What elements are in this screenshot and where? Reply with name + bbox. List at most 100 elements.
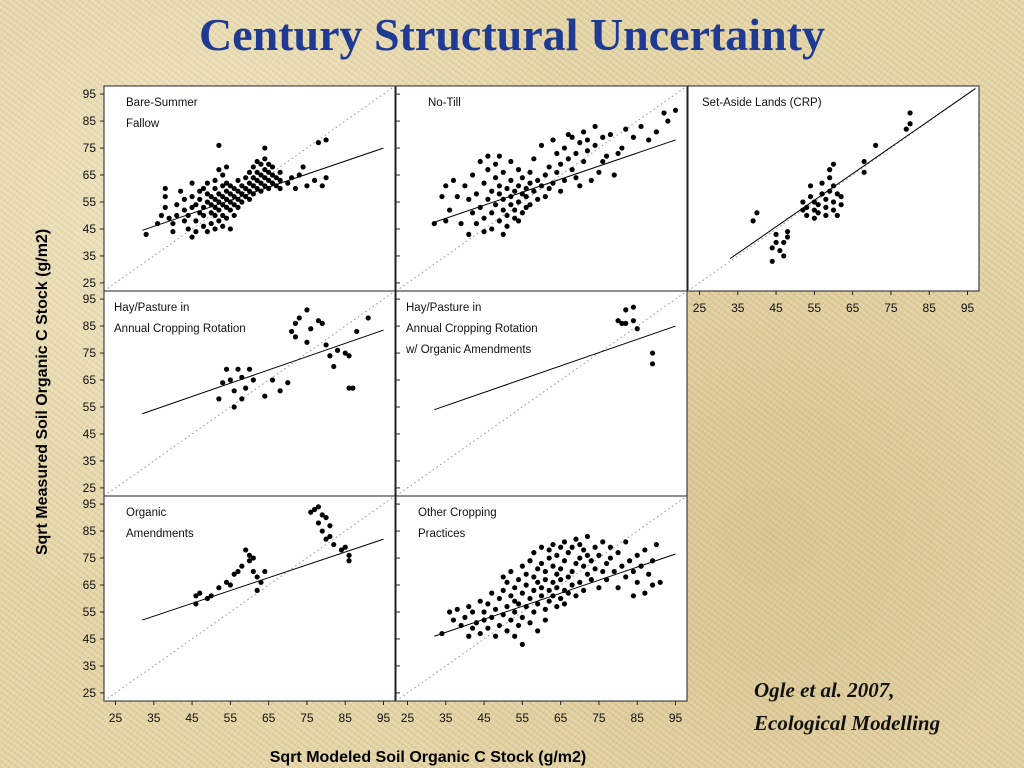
panel-label: Fallow: [126, 118, 160, 130]
data-point: [323, 342, 329, 348]
data-point: [269, 180, 276, 186]
data-point: [777, 247, 783, 254]
panel-label: Annual Cropping Rotation: [406, 323, 538, 335]
data-point: [600, 158, 606, 165]
data-point: [588, 558, 594, 564]
data-point: [642, 590, 648, 596]
data-point: [208, 193, 214, 200]
data-point: [561, 558, 568, 564]
data-point: [531, 587, 537, 594]
data-point: [342, 350, 348, 356]
data-point: [838, 202, 844, 208]
data-point: [512, 598, 518, 604]
data-point: [550, 563, 556, 569]
data-point: [304, 339, 310, 345]
data-point: [804, 212, 810, 219]
data-point: [208, 593, 214, 599]
data-point: [485, 167, 491, 173]
data-point: [212, 185, 218, 192]
data-point: [519, 590, 525, 596]
data-point: [262, 175, 268, 181]
data-point: [227, 582, 233, 588]
data-point: [554, 169, 560, 175]
one-to-one-line: [104, 86, 395, 291]
data-point: [827, 188, 833, 194]
data-point: [546, 164, 552, 170]
data-point: [216, 585, 222, 591]
data-point: [258, 180, 264, 186]
data-point: [603, 560, 610, 567]
data-point: [200, 212, 207, 219]
y-tick-label: 35: [83, 659, 97, 673]
data-point: [346, 552, 352, 558]
data-point: [181, 207, 188, 213]
data-point: [262, 183, 268, 189]
data-point: [577, 541, 583, 548]
data-point: [346, 353, 352, 359]
data-point: [197, 210, 203, 216]
data-point: [515, 199, 522, 205]
data-point: [454, 606, 460, 612]
data-point: [200, 185, 207, 192]
data-point: [811, 199, 817, 205]
data-point: [262, 167, 268, 173]
data-point: [496, 183, 502, 189]
regression-line: [434, 325, 676, 411]
data-point: [596, 169, 602, 175]
data-point: [162, 193, 168, 200]
data-point: [615, 585, 621, 591]
data-point: [573, 150, 579, 157]
data-point: [254, 158, 260, 165]
data-point: [508, 193, 514, 200]
y-tick-label: 75: [83, 141, 97, 155]
data-point: [573, 593, 579, 599]
data-point: [565, 550, 571, 556]
panel-label: Hay/Pasture in: [406, 302, 481, 314]
data-point: [784, 234, 791, 240]
data-point: [561, 145, 568, 151]
data-point: [649, 361, 656, 367]
data-point: [519, 175, 525, 181]
data-point: [600, 134, 606, 140]
data-point: [504, 223, 510, 229]
y-tick-label: 55: [83, 400, 97, 414]
data-point: [250, 175, 256, 181]
data-point: [504, 628, 510, 634]
data-point: [477, 204, 483, 210]
data-point: [266, 161, 272, 167]
data-point: [170, 229, 176, 235]
data-point: [227, 191, 233, 197]
data-point: [235, 568, 241, 575]
data-point: [443, 218, 449, 224]
one-to-one-line: [104, 291, 395, 496]
data-point: [781, 253, 787, 259]
data-point: [649, 558, 656, 564]
data-point: [292, 185, 299, 192]
data-point: [546, 185, 552, 192]
data-point: [220, 172, 226, 178]
data-point: [485, 601, 491, 607]
data-point: [223, 366, 230, 372]
data-point: [508, 568, 514, 575]
y-tick-label: 95: [83, 87, 97, 101]
data-point: [584, 533, 591, 540]
data-point: [462, 183, 468, 189]
data-point: [174, 212, 180, 219]
data-point: [512, 609, 518, 615]
data-point: [319, 528, 325, 534]
data-point: [492, 161, 499, 167]
data-point: [750, 218, 756, 224]
x-tick-label: 75: [884, 301, 898, 315]
data-point: [220, 183, 226, 189]
data-point: [208, 202, 214, 208]
data-point: [235, 204, 241, 210]
data-point: [531, 156, 537, 162]
data-point: [212, 204, 218, 210]
data-point: [573, 560, 579, 567]
x-tick-label: 75: [300, 711, 314, 725]
data-point: [630, 593, 636, 599]
data-point: [227, 226, 233, 232]
data-point: [443, 183, 449, 189]
data-point: [239, 191, 245, 197]
data-point: [512, 188, 518, 194]
